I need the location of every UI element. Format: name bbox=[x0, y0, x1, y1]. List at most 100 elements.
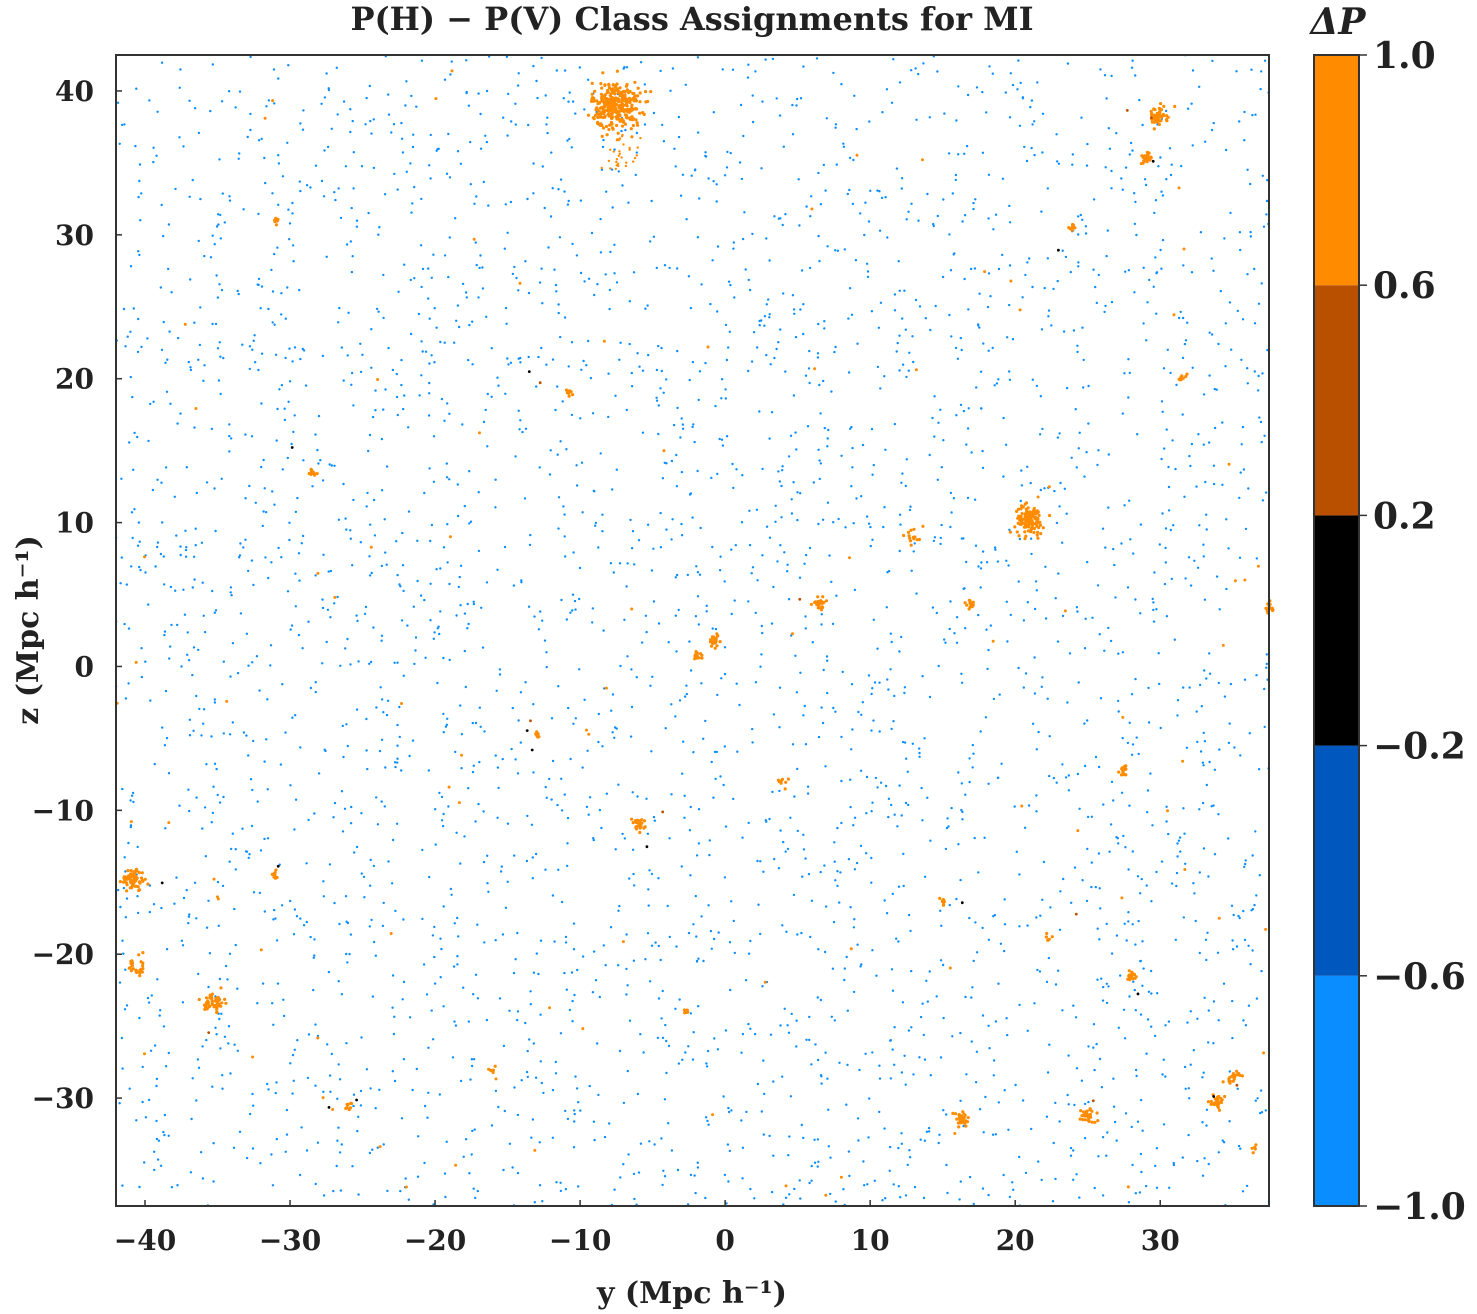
point-orange bbox=[609, 167, 612, 170]
point-orange bbox=[600, 134, 604, 138]
point-blue bbox=[214, 322, 218, 326]
point-blue bbox=[802, 65, 805, 68]
point-blue bbox=[828, 554, 831, 557]
point-blue bbox=[1247, 487, 1250, 490]
point-blue bbox=[270, 561, 273, 564]
point-blue bbox=[399, 585, 402, 588]
point-orange bbox=[404, 1185, 408, 1189]
point-blue bbox=[469, 1078, 472, 1081]
point-blue bbox=[799, 1197, 802, 1200]
point-blue bbox=[275, 939, 279, 942]
point-blue bbox=[443, 254, 447, 257]
point-blue bbox=[765, 525, 769, 528]
point-blue bbox=[274, 353, 278, 356]
point-blue bbox=[1205, 677, 1208, 680]
point-blue bbox=[535, 79, 538, 83]
point-blue bbox=[874, 776, 878, 780]
point-blue bbox=[311, 485, 314, 488]
point-orange bbox=[684, 1010, 688, 1015]
point-blue bbox=[248, 853, 251, 856]
point-blue bbox=[1169, 173, 1173, 177]
point-blue bbox=[600, 826, 603, 830]
point-blue bbox=[1097, 765, 1101, 769]
point-blue bbox=[300, 542, 303, 545]
point-blue bbox=[477, 296, 480, 299]
point-blue bbox=[252, 583, 255, 587]
point-orange bbox=[630, 103, 634, 107]
point-blue bbox=[156, 978, 159, 981]
point-blue bbox=[404, 104, 407, 107]
point-blue bbox=[257, 277, 261, 281]
point-blue bbox=[1149, 772, 1152, 775]
point-blue bbox=[289, 1062, 292, 1065]
point-blue bbox=[724, 388, 727, 391]
point-orange bbox=[273, 871, 277, 875]
point-orange bbox=[951, 1111, 955, 1115]
point-blue bbox=[513, 854, 516, 857]
point-blue bbox=[617, 909, 620, 912]
point-orange bbox=[1076, 829, 1080, 833]
point-blue bbox=[463, 504, 466, 508]
point-orange bbox=[1121, 715, 1125, 719]
point-blue bbox=[1241, 318, 1245, 321]
point-brown bbox=[1091, 1099, 1095, 1103]
point-orange bbox=[570, 393, 575, 397]
point-blue bbox=[867, 1136, 870, 1139]
point-blue bbox=[579, 1109, 582, 1112]
point-blue bbox=[428, 317, 431, 320]
point-blue bbox=[317, 462, 320, 465]
point-blue bbox=[215, 225, 219, 228]
point-blue bbox=[121, 939, 124, 942]
point-blue bbox=[1066, 62, 1070, 65]
point-blue bbox=[393, 1015, 396, 1018]
point-blue bbox=[1162, 1123, 1166, 1126]
point-blue bbox=[627, 1153, 630, 1156]
point-blue bbox=[1243, 862, 1247, 866]
point-blue bbox=[852, 158, 855, 162]
point-blue bbox=[307, 1033, 311, 1036]
point-blue bbox=[539, 610, 542, 613]
point-blue bbox=[579, 271, 583, 275]
point-blue bbox=[216, 213, 220, 216]
point-blue bbox=[570, 971, 574, 974]
point-blue bbox=[901, 472, 904, 475]
point-blue bbox=[495, 689, 498, 692]
point-blue bbox=[729, 988, 732, 992]
point-blue bbox=[1008, 264, 1012, 267]
point-blue bbox=[842, 1188, 845, 1191]
point-blue bbox=[1031, 722, 1035, 725]
point-blue bbox=[431, 1038, 435, 1041]
point-orange bbox=[1025, 516, 1029, 520]
point-blue bbox=[1182, 686, 1185, 689]
point-blue bbox=[686, 573, 689, 577]
point-blue bbox=[1161, 1073, 1164, 1076]
point-blue bbox=[1107, 985, 1110, 988]
point-orange bbox=[1182, 247, 1186, 251]
point-blue bbox=[1257, 768, 1261, 771]
point-blue bbox=[625, 585, 628, 588]
point-blue bbox=[373, 534, 377, 537]
point-blue bbox=[962, 409, 966, 413]
point-orange bbox=[133, 869, 137, 873]
point-blue bbox=[820, 1082, 823, 1085]
point-blue bbox=[770, 411, 774, 414]
point-blue bbox=[779, 544, 782, 547]
point-blue bbox=[884, 196, 887, 199]
point-blue bbox=[1002, 1173, 1005, 1177]
point-blue bbox=[689, 1012, 692, 1015]
point-orange bbox=[625, 88, 630, 92]
point-blue bbox=[680, 417, 683, 420]
point-blue bbox=[384, 388, 387, 391]
point-blue bbox=[155, 1119, 158, 1123]
point-blue bbox=[898, 81, 902, 84]
point-blue bbox=[1137, 752, 1140, 756]
point-blue bbox=[888, 1145, 892, 1149]
point-blue bbox=[1243, 938, 1247, 942]
point-blue bbox=[1213, 853, 1217, 856]
point-blue bbox=[568, 137, 571, 141]
point-blue bbox=[1189, 1010, 1193, 1013]
point-blue bbox=[1131, 59, 1134, 62]
point-blue bbox=[227, 1025, 231, 1028]
point-blue bbox=[350, 371, 354, 375]
point-blue bbox=[590, 231, 594, 235]
